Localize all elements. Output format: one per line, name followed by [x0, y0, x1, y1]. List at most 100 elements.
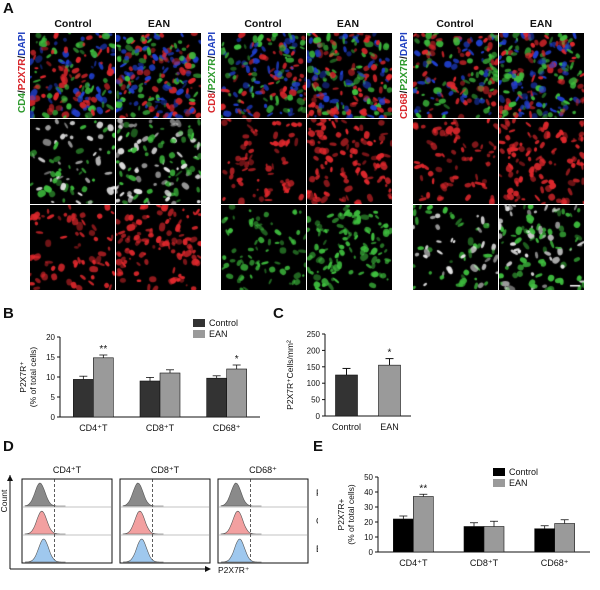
x-category-label: CD4⁺T: [399, 558, 428, 568]
legend-label-control: Control: [509, 467, 538, 477]
bar-ean-0: [413, 496, 434, 553]
x-category-label: CD68⁺: [213, 423, 241, 433]
count-axis-label: Count: [0, 489, 9, 512]
y-tick-label: 15: [46, 353, 55, 362]
legend-swatch-control: [193, 319, 205, 327]
histogram-peak: [122, 510, 164, 535]
col-header-g3-control: Control: [436, 18, 474, 30]
histogram-peak: [24, 482, 66, 507]
legend-swatch-ean: [493, 479, 505, 487]
col-header-g3-ean: EAN: [529, 18, 553, 30]
bar-control: [335, 374, 358, 417]
bar-control-2: [534, 528, 555, 553]
histogram-row-label-ean: EAN: [316, 544, 318, 554]
histogram-panel: [217, 478, 309, 564]
micrograph-g3-control-row3: [413, 205, 498, 290]
y-tick-label: 200: [307, 346, 321, 355]
histogram-peak: [122, 538, 164, 563]
y-tick-label: 5: [51, 393, 56, 402]
y-axis-label-2: (% of total cells): [346, 484, 356, 545]
p2x7r-axis-arrow: [205, 566, 211, 572]
micrograph-g1-control-row3: [30, 205, 115, 290]
y-axis-label: P2X7R⁺Cells/mm²: [285, 340, 295, 410]
y-tick-label: 250: [307, 330, 321, 339]
micrograph-g2-ean-row3: [307, 205, 392, 290]
y-tick-label: 50: [311, 396, 320, 405]
y-tick-label: 100: [307, 379, 321, 388]
col-header-g1-control: Control: [54, 18, 92, 30]
significance-marker: **: [419, 483, 427, 494]
micrograph-g3-control-row2: [413, 119, 498, 204]
x-category-label: Control: [332, 422, 361, 432]
histogram-peak: [220, 538, 262, 563]
micrograph-g2-ean-row1: [307, 33, 392, 118]
significance-marker: **: [99, 344, 107, 355]
y-tick-label: 10: [46, 373, 55, 382]
chart-c: 0 50 100 150 200 250 Control * EAN P2X7R⁺Cells/mm…: [285, 330, 411, 432]
chart-b: 0 5 10 15 20 ** CD4⁺T CD8⁺T * CD68⁺ P2X7R⁺ (% of to…: [18, 318, 260, 433]
chart-e: 0 10 20 30 40 50 ** CD4⁺T CD8⁺T CD68⁺ P2X7R+ (% of …: [336, 467, 590, 568]
y-tick-label: 40: [364, 488, 373, 497]
col-header-g1-ean: EAN: [147, 18, 171, 30]
micrograph-g1-ean-row2: [116, 119, 201, 204]
y-tick-label: 50: [364, 473, 373, 482]
micrograph-g3-ean-row3: [499, 205, 584, 290]
bar-ean-1: [483, 526, 505, 553]
micrograph-g1-control-row2: [30, 119, 115, 204]
histogram-row-label-control: Control: [316, 516, 318, 526]
bar-ean-2: [554, 523, 575, 553]
panel-letter-c: C: [273, 305, 284, 322]
micrograph-g1-control-row1: [30, 33, 115, 118]
panel-letter-b: B: [3, 305, 14, 322]
histogram-panel: [21, 478, 113, 564]
panel-letter-a: A: [3, 0, 14, 17]
y-tick-label: 150: [307, 363, 321, 372]
y-tick-label: 0: [51, 413, 56, 422]
panel-letter-e: E: [313, 438, 324, 455]
histogram-peak: [220, 510, 262, 535]
group2-stain-label: CD8/P2X7R/DAPI: [207, 31, 218, 113]
x-category-label: CD8⁺T: [470, 558, 499, 568]
micrograph-g2-control-row3: [221, 205, 306, 290]
micrograph-g2-control-row1: [221, 33, 306, 118]
histogram-peak: [24, 510, 66, 535]
x-category-label: CD68⁺: [541, 558, 569, 568]
y-tick-label: 20: [46, 333, 55, 342]
micrograph-g1-ean-row3: [116, 205, 201, 290]
y-axis-label-2: (% of total cells): [28, 347, 38, 408]
y-tick-label: 20: [364, 518, 373, 527]
legend-label-ean: EAN: [209, 329, 228, 339]
bar-ean-2: [226, 368, 247, 418]
y-tick-label: 0: [369, 548, 374, 557]
col-header-g2-ean: EAN: [336, 18, 360, 30]
group1-stain-label: CD4/P2X7R/DAPI: [17, 31, 28, 113]
x-category-label: CD8⁺T: [146, 423, 175, 433]
legend-swatch-control: [493, 468, 505, 476]
bar-ean-1: [159, 372, 181, 418]
bar-control-2: [206, 377, 227, 418]
bar-control-1: [139, 380, 161, 418]
histogram-peak: [24, 538, 66, 563]
bar-control-1: [463, 526, 485, 553]
legend-label-control: Control: [209, 318, 238, 328]
micrograph-g2-control-row2: [221, 119, 306, 204]
y-axis-label: P2X7R⁺: [18, 361, 28, 393]
micrograph-g3-ean-row1: [499, 33, 584, 118]
x-category-label: CD4⁺T: [79, 423, 108, 433]
bar-ean: [378, 364, 401, 417]
legend-label-ean: EAN: [509, 478, 528, 488]
histogram-col-title: CD68⁺: [249, 465, 277, 475]
micrograph-g2-ean-row2: [307, 119, 392, 204]
histogram-peak: [220, 482, 262, 507]
bar-control-0: [73, 379, 94, 418]
y-tick-label: 30: [364, 503, 373, 512]
bar-control-0: [393, 518, 414, 553]
col-header-g2-control: Control: [244, 18, 282, 30]
count-axis-arrow: [7, 475, 13, 481]
group3-stain-label: CD68/P2X7R/DAPI: [399, 32, 410, 119]
micrograph-g3-ean-row2: [499, 119, 584, 204]
micrograph-g1-ean-row1: [116, 33, 201, 118]
histogram-col-title: CD4⁺T: [53, 465, 82, 475]
significance-marker: *: [388, 348, 392, 359]
micrograph-g3-control-row1: [413, 33, 498, 118]
